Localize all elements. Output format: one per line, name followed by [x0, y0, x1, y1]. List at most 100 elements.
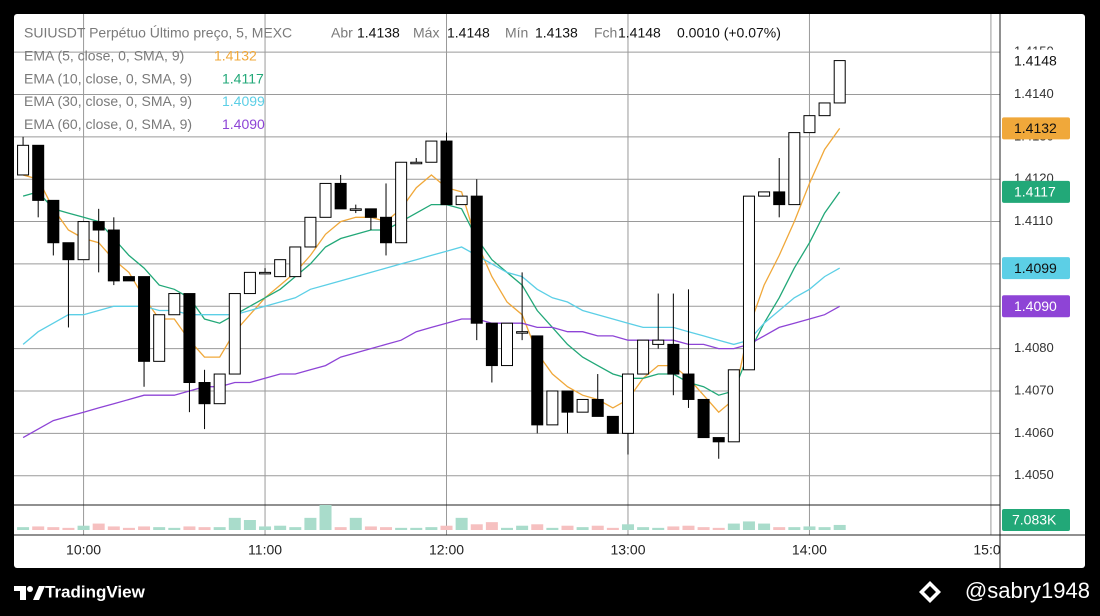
candles	[17, 60, 846, 459]
candle-body	[501, 322, 513, 367]
candle-body	[213, 373, 226, 405]
volume-bar	[319, 505, 332, 530]
candle-body	[138, 276, 151, 362]
volume-bar	[455, 517, 468, 530]
x-tick-label: 12:00	[429, 542, 464, 558]
candle-body	[380, 216, 393, 244]
x-tick-label: 14:00	[792, 542, 827, 558]
candle-body	[561, 390, 574, 413]
volume-bar	[712, 527, 725, 530]
volume-bar	[47, 527, 60, 530]
logo-mark	[14, 586, 26, 600]
volume-bar	[380, 527, 393, 530]
candle-body	[516, 331, 529, 334]
candle-body	[455, 195, 468, 206]
volume-bar	[107, 526, 120, 530]
candle-body	[712, 437, 725, 443]
candle-body	[591, 398, 604, 417]
candle-body	[773, 191, 786, 206]
candle-body	[531, 335, 544, 426]
volume-pane	[17, 505, 846, 530]
legend-text: 1.4138	[535, 25, 578, 41]
candle-body	[682, 373, 695, 400]
candle-body	[546, 390, 559, 426]
candle-body	[289, 246, 302, 278]
candle-body	[637, 339, 650, 375]
volume-bar	[198, 527, 211, 530]
candle-body	[349, 208, 362, 211]
volume-bar	[410, 527, 423, 530]
candle-body	[319, 182, 332, 218]
candle-body	[259, 271, 272, 275]
candle-body	[107, 229, 120, 282]
legend-text: Máx	[413, 25, 439, 41]
candle-body	[304, 216, 317, 248]
volume-bar	[606, 527, 619, 530]
y-tick-label: 1.4080	[1014, 340, 1054, 355]
volume-bar	[758, 523, 771, 530]
legend-series-name: EMA (30, close, 0, SMA, 9)	[24, 93, 192, 109]
y-tick-label: 1.4050	[1014, 467, 1054, 482]
tradingview-logo: TradingView	[14, 582, 146, 601]
volume-bar	[289, 527, 302, 530]
ema-line	[22, 246, 841, 346]
ema-line	[22, 191, 841, 396]
watermark-text: @sabry1948	[965, 578, 1090, 603]
candle-body	[758, 191, 771, 197]
candle-body	[92, 221, 105, 231]
legend-series-name: EMA (60, close, 0, SMA, 9)	[24, 116, 192, 132]
ema-line	[22, 305, 841, 439]
candle-body	[667, 343, 680, 375]
volume-bar	[818, 527, 831, 530]
volume-bar	[243, 520, 256, 530]
watermark: @sabry1948	[919, 578, 1090, 603]
volume-bar	[773, 527, 786, 530]
candle-body	[621, 373, 634, 434]
legend-series-name: EMA (5, close, 0, SMA, 9)	[24, 48, 184, 64]
y-tick-label: 1.4070	[1014, 382, 1054, 397]
legend-text: Abr	[331, 25, 353, 41]
candle-body	[364, 208, 377, 218]
volume-bar	[138, 526, 151, 530]
candle-body	[576, 398, 589, 413]
logo-dot	[27, 586, 33, 592]
volume-bar	[32, 526, 45, 530]
volume-bar	[228, 517, 241, 530]
candle-body	[183, 293, 196, 384]
volume-bar	[425, 527, 438, 530]
volume-bar	[531, 524, 544, 530]
volume-bar	[395, 527, 408, 530]
y-tick-label: 1.4110	[1014, 213, 1053, 228]
volume-bar	[440, 525, 453, 530]
volume-bar	[62, 527, 75, 530]
volume-bar	[17, 527, 30, 530]
chart-panel	[14, 14, 1085, 568]
volume-bar	[470, 524, 483, 530]
x-tick-label: 15:00	[973, 542, 1008, 558]
volume-bar	[591, 525, 604, 530]
logo-slash	[33, 586, 45, 600]
legend: SUIUSDT Perpétuo Último preço, 5, MEXC Ab…	[24, 25, 781, 132]
volume-bar	[833, 524, 846, 530]
time-axis: 10:00 11:00 12:00 13:00 14:00 15:00	[66, 542, 1008, 558]
x-tick-label: 13:00	[610, 542, 645, 558]
candle-body	[803, 115, 816, 134]
candle-body	[727, 369, 740, 443]
candle-body	[47, 199, 60, 244]
legend-text: SUIUSDT Perpétuo Último preço, 5, MEXC	[24, 25, 292, 41]
volume-bar	[682, 525, 695, 530]
volume-bar	[259, 526, 272, 530]
legend-text: 1.4148	[618, 25, 661, 41]
legend-series-value: 1.4132	[214, 48, 257, 64]
volume-bar	[183, 526, 196, 530]
volume-bar	[697, 527, 710, 530]
candle-body	[198, 382, 211, 405]
volume-bar	[304, 517, 317, 530]
volume-bar	[485, 522, 498, 530]
last-price-label: 1.4148	[1014, 52, 1057, 68]
candle-body	[788, 132, 801, 206]
volume-bar	[727, 523, 740, 530]
candle-body	[153, 314, 166, 362]
candle-body	[228, 293, 241, 375]
legend-series-value: 1.4090	[222, 116, 265, 132]
